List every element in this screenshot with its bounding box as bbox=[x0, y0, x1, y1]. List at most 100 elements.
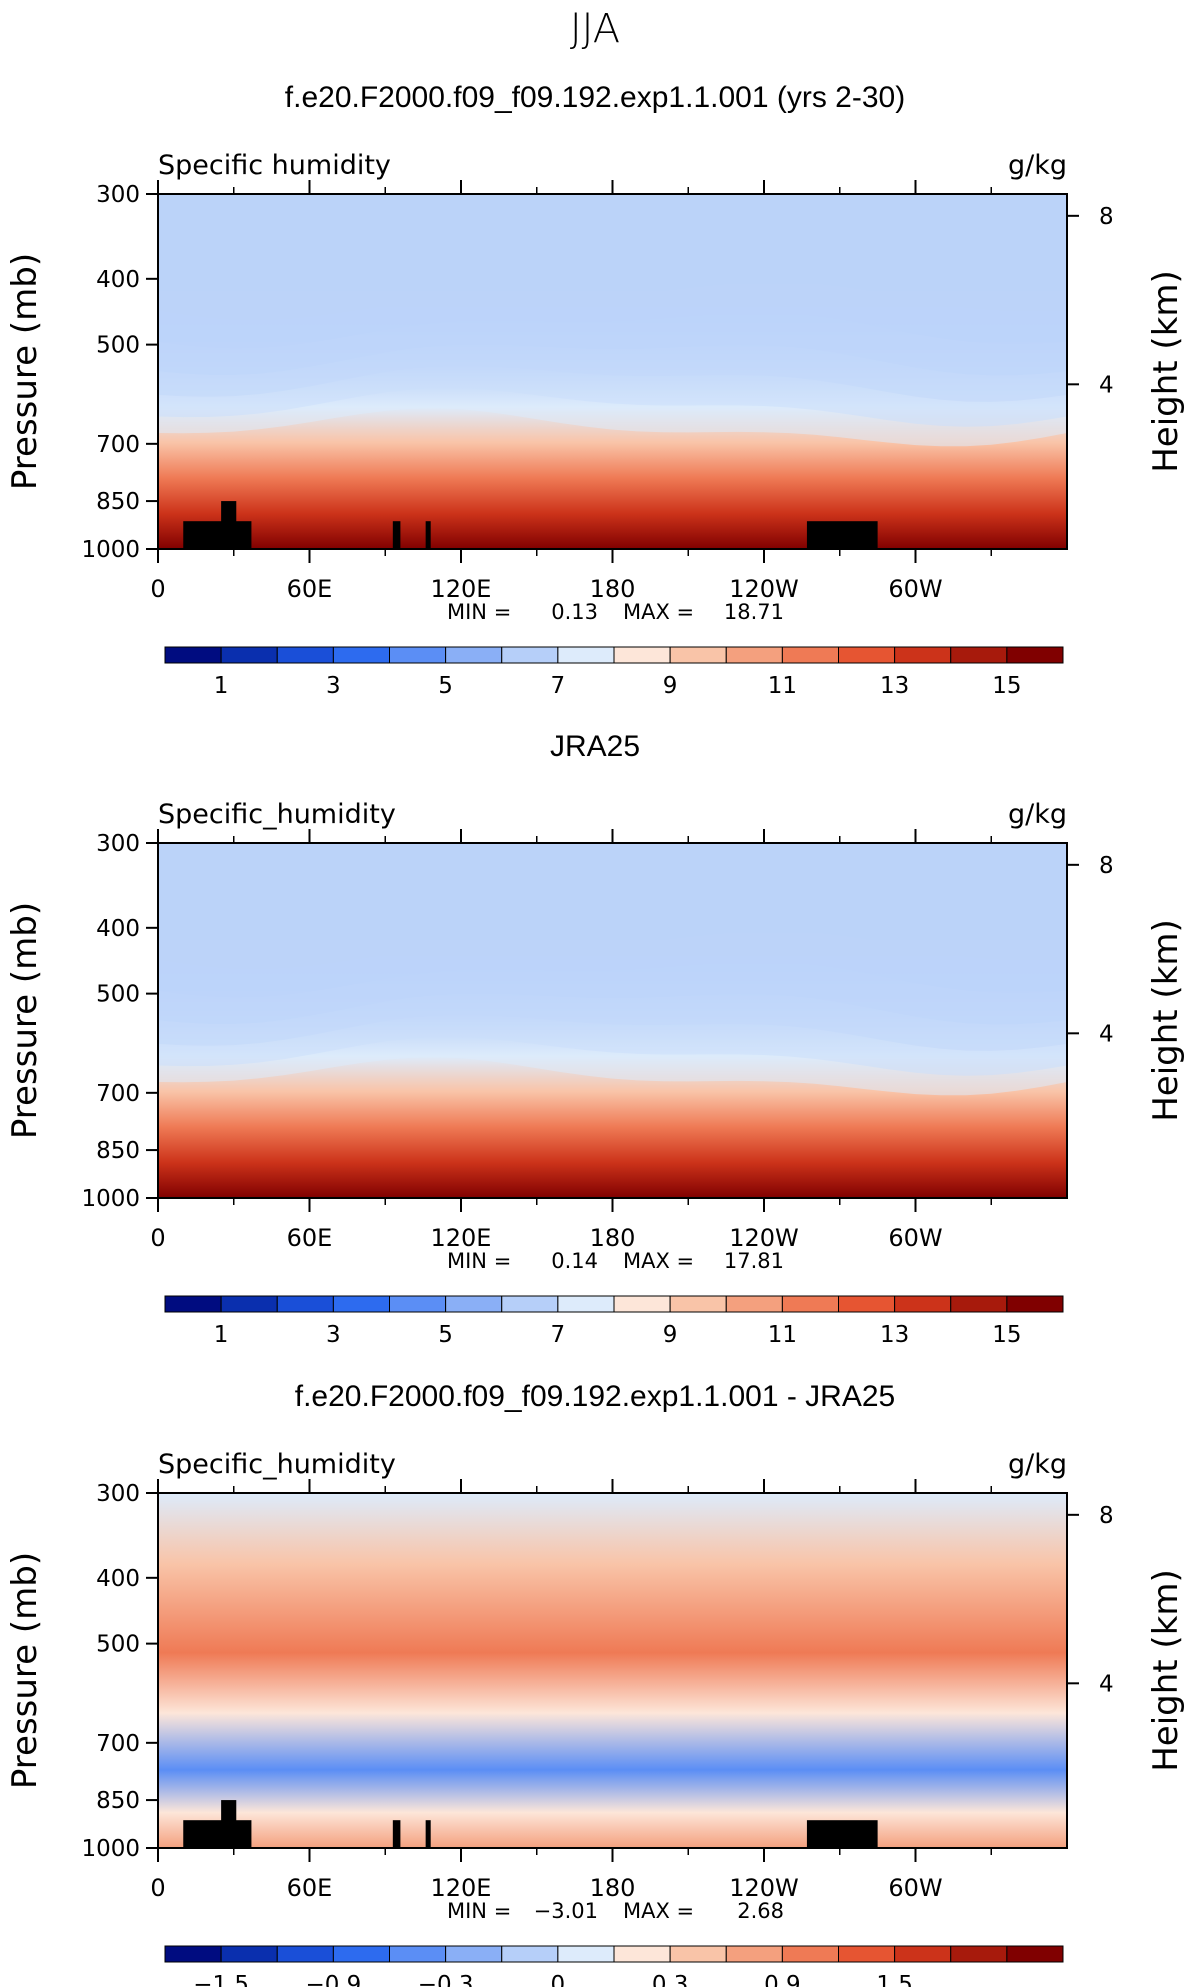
colorbar-label: 3 bbox=[326, 1322, 341, 1348]
y-tick-label: 500 bbox=[96, 982, 140, 1008]
stats-max-label: MAX = bbox=[623, 600, 694, 624]
y-tick-label: 300 bbox=[96, 1481, 140, 1507]
y2-axis-title: Height (km) bbox=[1146, 919, 1186, 1122]
colorbar-swatch bbox=[781, 1945, 839, 1963]
topography-mask bbox=[806, 1820, 878, 1848]
colorbar-swatch bbox=[445, 1295, 503, 1313]
colorbar-swatch bbox=[725, 1295, 783, 1313]
y-tick-label: 700 bbox=[96, 1731, 140, 1757]
topography-mask bbox=[425, 1820, 431, 1848]
colorbar-swatch bbox=[557, 1295, 615, 1313]
colorbar-label: −0.3 bbox=[418, 1972, 474, 1987]
colorbar-label: 1 bbox=[214, 673, 229, 699]
panel-title: f.e20.F2000.f09_f09.192.exp1.1.001 (yrs … bbox=[285, 81, 905, 114]
y2-axis-title: Height (km) bbox=[1146, 270, 1186, 473]
colorbar-label: 1 bbox=[214, 1322, 229, 1348]
y2-tick-label: 4 bbox=[1099, 1021, 1114, 1047]
colorbar-swatch bbox=[950, 1295, 1008, 1313]
colorbar-swatch bbox=[669, 646, 727, 664]
colorbar-swatch bbox=[669, 1945, 727, 1963]
colorbar-swatch bbox=[501, 646, 559, 664]
x-tick-label: 0 bbox=[150, 1224, 165, 1252]
colorbar-swatch bbox=[613, 1295, 671, 1313]
colorbar-swatch bbox=[894, 1945, 952, 1963]
topography-mask bbox=[221, 501, 237, 549]
x-tick-label: 60W bbox=[888, 1224, 942, 1252]
colorbar-swatch bbox=[1006, 1295, 1064, 1313]
y-tick-label: 300 bbox=[96, 182, 140, 208]
y2-tick-label: 4 bbox=[1099, 1671, 1114, 1697]
colorbar-label: 7 bbox=[551, 1322, 566, 1348]
x-tick-label: 120E bbox=[431, 1874, 492, 1902]
variable-label: Specific_humidity bbox=[158, 1449, 396, 1480]
stats-min-label: MIN = bbox=[447, 1249, 511, 1273]
colorbar-swatch bbox=[613, 1945, 671, 1963]
contour-band bbox=[158, 194, 1067, 447]
colorbar-label: 15 bbox=[992, 1322, 1021, 1348]
colorbar-swatch bbox=[501, 1295, 559, 1313]
x-tick-label: 0 bbox=[150, 575, 165, 603]
stats-min-value: 0.13 bbox=[551, 600, 598, 624]
colorbar-label: −1.5 bbox=[193, 1972, 249, 1987]
colorbar-swatch bbox=[781, 646, 839, 664]
contour-band bbox=[158, 843, 1067, 1096]
colorbar-swatch bbox=[838, 1295, 896, 1313]
y-tick-label: 700 bbox=[96, 1081, 140, 1107]
colorbar-label: 5 bbox=[438, 1322, 453, 1348]
season-title: JJA bbox=[570, 6, 620, 52]
units-label: g/kg bbox=[1008, 1449, 1067, 1480]
panel-3: f.e20.F2000.f09_f09.192.exp1.1.001 - JRA… bbox=[5, 1380, 1186, 1987]
y-tick-label: 400 bbox=[96, 267, 140, 293]
topography-mask bbox=[392, 521, 401, 549]
y2-tick-label: 4 bbox=[1099, 372, 1114, 398]
colorbar-label: 7 bbox=[551, 673, 566, 699]
colorbar-swatch bbox=[332, 1295, 390, 1313]
colorbar-swatch bbox=[276, 1945, 334, 1963]
colorbar-swatch bbox=[950, 1945, 1008, 1963]
stats-min-value: −3.01 bbox=[534, 1899, 598, 1923]
colorbar-label: 0.9 bbox=[764, 1972, 801, 1987]
panel-1: f.e20.F2000.f09_f09.192.exp1.1.001 (yrs … bbox=[5, 81, 1186, 699]
colorbar-swatch bbox=[332, 1945, 390, 1963]
colorbar-label: 15 bbox=[992, 673, 1021, 699]
colorbar-swatch bbox=[950, 646, 1008, 664]
topography-mask bbox=[221, 1800, 237, 1848]
y-tick-label: 850 bbox=[96, 1138, 140, 1164]
y2-tick-label: 8 bbox=[1099, 204, 1114, 230]
colorbar-swatch bbox=[389, 646, 447, 664]
colorbar-swatch bbox=[894, 646, 952, 664]
colorbar-swatch bbox=[838, 646, 896, 664]
y-tick-label: 400 bbox=[96, 1566, 140, 1592]
x-tick-label: 180 bbox=[590, 1224, 636, 1252]
y-tick-label: 500 bbox=[96, 1632, 140, 1658]
y-tick-label: 700 bbox=[96, 432, 140, 458]
x-tick-label: 180 bbox=[590, 575, 636, 603]
stats-max-value: 18.71 bbox=[724, 600, 784, 624]
colorbar-swatch bbox=[669, 1295, 727, 1313]
panel-2: JRA25 Specific_humidity g/kg 0 60E 120E 180 120… bbox=[5, 730, 1186, 1348]
variable-label: Specific humidity bbox=[158, 150, 391, 181]
x-tick-label: 180 bbox=[590, 1874, 636, 1902]
units-label: g/kg bbox=[1008, 150, 1067, 181]
stats-min-label: MIN = bbox=[447, 1899, 511, 1923]
colorbar-swatch bbox=[332, 646, 390, 664]
colorbar-label: 13 bbox=[880, 1322, 909, 1348]
topography-mask bbox=[183, 1820, 252, 1848]
colorbar-swatch bbox=[389, 1295, 447, 1313]
colorbar-label: 9 bbox=[663, 1322, 678, 1348]
stats-min-value: 0.14 bbox=[551, 1249, 598, 1273]
colorbar-label: 5 bbox=[438, 673, 453, 699]
x-tick-label: 60E bbox=[287, 1874, 333, 1902]
colorbar-swatch bbox=[725, 646, 783, 664]
colorbar-label: 13 bbox=[880, 673, 909, 699]
topography-mask bbox=[425, 521, 431, 549]
y-axis-title: Pressure (mb) bbox=[5, 1552, 45, 1789]
x-tick-label: 60W bbox=[888, 575, 942, 603]
stats-min-label: MIN = bbox=[447, 600, 511, 624]
colorbar-swatch bbox=[725, 1945, 783, 1963]
colorbar-swatch bbox=[1006, 1945, 1064, 1963]
x-tick-label: 60E bbox=[287, 575, 333, 603]
colorbar-swatch bbox=[557, 646, 615, 664]
x-tick-label: 120W bbox=[729, 1874, 799, 1902]
